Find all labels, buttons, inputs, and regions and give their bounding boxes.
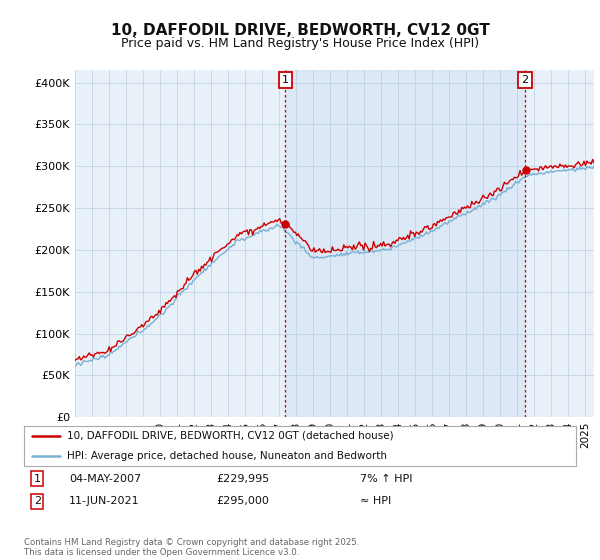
Text: Contains HM Land Registry data © Crown copyright and database right 2025.
This d: Contains HM Land Registry data © Crown c… <box>24 538 359 557</box>
Text: £229,995: £229,995 <box>216 474 269 484</box>
Text: 7% ↑ HPI: 7% ↑ HPI <box>360 474 413 484</box>
Text: 2: 2 <box>521 75 529 85</box>
Text: HPI: Average price, detached house, Nuneaton and Bedworth: HPI: Average price, detached house, Nune… <box>67 451 387 461</box>
Text: 1: 1 <box>281 75 289 85</box>
Text: £295,000: £295,000 <box>216 496 269 506</box>
Text: 10, DAFFODIL DRIVE, BEDWORTH, CV12 0GT: 10, DAFFODIL DRIVE, BEDWORTH, CV12 0GT <box>110 23 490 38</box>
Bar <box>285 70 525 417</box>
Text: ≈ HPI: ≈ HPI <box>360 496 391 506</box>
Text: 1: 1 <box>34 474 41 484</box>
Text: 11-JUN-2021: 11-JUN-2021 <box>69 496 140 506</box>
Text: Price paid vs. HM Land Registry's House Price Index (HPI): Price paid vs. HM Land Registry's House … <box>121 37 479 50</box>
Text: 04-MAY-2007: 04-MAY-2007 <box>69 474 141 484</box>
Text: 10, DAFFODIL DRIVE, BEDWORTH, CV12 0GT (detached house): 10, DAFFODIL DRIVE, BEDWORTH, CV12 0GT (… <box>67 431 394 441</box>
Text: 2: 2 <box>34 496 41 506</box>
